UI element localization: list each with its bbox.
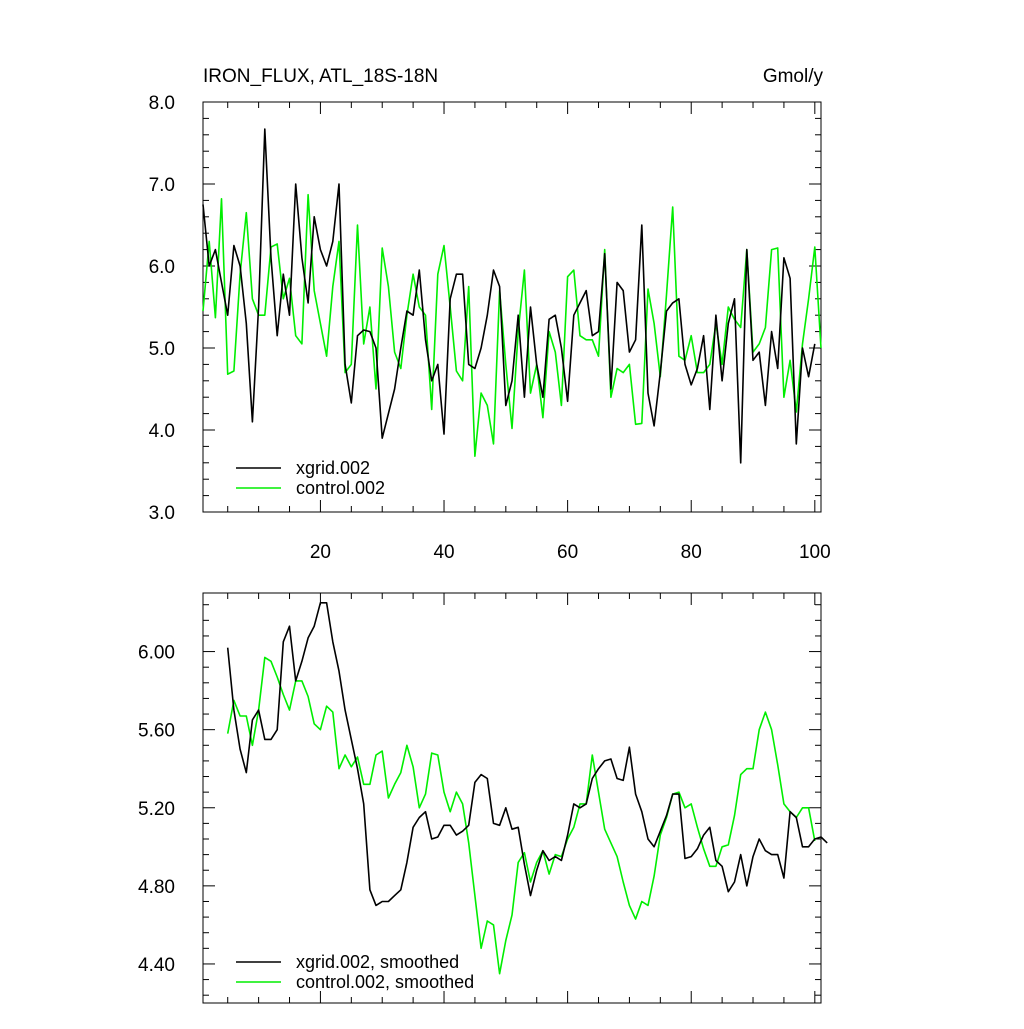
top-panel-series [202, 128, 822, 464]
x-tick-label: 20 [310, 542, 331, 563]
y-tick-label: 5.20 [138, 799, 175, 820]
y-tick-label: 8.0 [149, 93, 175, 114]
bottom-panel: 4.40 4.80 5.20 5.60 6.00 xgrid.002, smoothed… [138, 592, 828, 1004]
bottom-panel-axes: 4.40 4.80 5.20 5.60 6.00 [138, 592, 822, 1004]
top-panel: IRON_FLUX, ATL_18S-18N Gmol/y 3.0 4.0 5.0 6… [149, 66, 831, 563]
x-tick-label: 60 [557, 542, 578, 563]
x-tick-label: 80 [681, 542, 702, 563]
y-tick-label: 5.60 [138, 721, 175, 742]
legend-label: xgrid.002, smoothed [296, 952, 459, 972]
top-panel-units: Gmol/y [763, 66, 824, 87]
x-tick-label: 40 [433, 542, 454, 563]
y-tick-label: 6.00 [138, 643, 175, 664]
y-tick-label: 5.0 [149, 339, 175, 360]
series-line-xgrid [202, 128, 816, 464]
x-tick-label: 100 [799, 542, 831, 563]
plot-frame [202, 592, 822, 1004]
y-tick-label: 4.40 [138, 955, 175, 976]
legend-label: control.002 [296, 478, 385, 498]
legend-label: xgrid.002 [296, 458, 370, 478]
top-panel-title: IRON_FLUX, ATL_18S-18N [203, 66, 438, 87]
y-tick-label: 7.0 [149, 175, 175, 196]
y-tick-label: 4.80 [138, 877, 175, 898]
bottom-panel-series [226, 601, 828, 975]
y-tick-label: 4.0 [149, 421, 175, 442]
series-line-control [226, 656, 816, 975]
series-line-xgrid [226, 601, 828, 907]
y-tick-label: 3.0 [149, 503, 175, 524]
legend-label: control.002, smoothed [296, 972, 474, 992]
top-panel-axes: 3.0 4.0 5.0 6.0 7.0 8.0 20 40 60 80 100 [149, 93, 831, 563]
y-tick-label: 6.0 [149, 257, 175, 278]
